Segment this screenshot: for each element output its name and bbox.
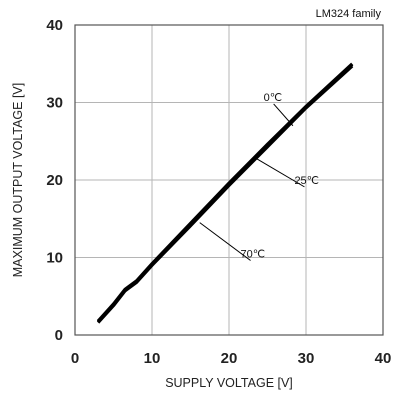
annotation-label: 70℃ — [241, 249, 266, 261]
annotation-leader — [199, 222, 251, 261]
y-tick-label: 0 — [55, 327, 63, 344]
x-tick-label: 30 — [298, 350, 315, 367]
series-group — [96, 62, 354, 324]
y-tick-label: 20 — [46, 172, 63, 189]
x-tick-label: 40 — [375, 350, 392, 367]
annotation-leader — [273, 103, 294, 127]
x-tick-label: 0 — [71, 350, 79, 367]
x-tick-label: 10 — [144, 350, 161, 367]
annotation-label: 0℃ — [264, 92, 282, 104]
annotations: 0℃ 25℃ 70℃ — [199, 92, 319, 261]
annotation-leader — [255, 157, 305, 188]
chart-note: LM324 family — [316, 8, 382, 20]
y-axis-label: MAXIMUM OUTPUT VOLTAGE [V] — [11, 83, 25, 277]
x-tick-label: 20 — [221, 350, 238, 367]
y-tick-label: 30 — [46, 95, 63, 112]
plot-frame — [74, 24, 384, 336]
y-tick-label: 10 — [46, 250, 63, 267]
x-axis-label: SUPPLY VOLTAGE [V] — [165, 376, 293, 390]
grid — [75, 25, 383, 335]
tick-labels: 0 10 20 30 40 0 10 20 30 40 — [46, 17, 391, 367]
y-tick-label: 40 — [46, 17, 63, 34]
series-line-2 — [96, 64, 354, 324]
annotation-label: 25℃ — [294, 175, 319, 187]
